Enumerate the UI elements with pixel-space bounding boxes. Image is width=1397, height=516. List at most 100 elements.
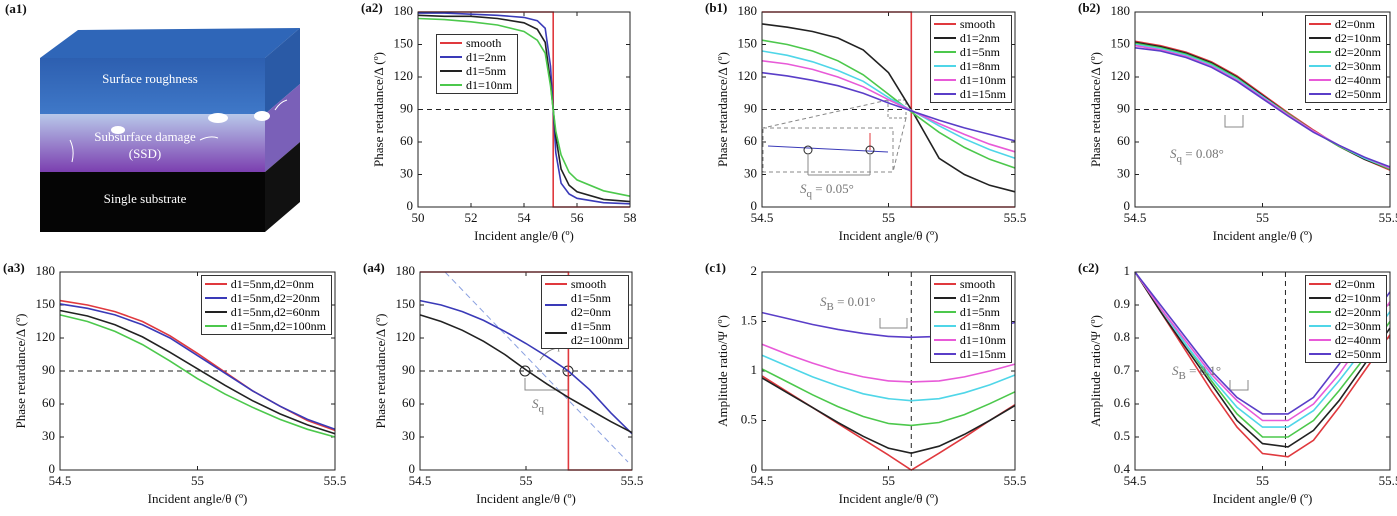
legend-entry: d2=20nm xyxy=(1308,45,1381,59)
legend-swatch xyxy=(933,283,956,285)
y-tick-label: 120 xyxy=(396,329,416,344)
legend-swatch xyxy=(933,93,956,95)
x-tick-label: 55 xyxy=(1256,473,1269,488)
panel-label: (a4) xyxy=(363,260,385,275)
y-tick-label: 60 xyxy=(400,133,413,148)
y-tick-label: 90 xyxy=(400,100,413,115)
y-tick-label: 180 xyxy=(36,263,56,278)
legend-entry: d2=40nm xyxy=(1308,333,1381,347)
legend-entry: smooth xyxy=(440,36,512,50)
legend-label: d2=0nm xyxy=(1334,17,1375,31)
y-tick-label: 90 xyxy=(402,362,415,377)
legend-entry: d1=5nm,d2=100nm xyxy=(204,319,326,333)
plot-lines xyxy=(1134,40,1391,171)
inset-curve xyxy=(767,145,889,153)
legend-label: d1=8nm xyxy=(959,319,1000,333)
series-line xyxy=(761,343,1016,383)
legend-swatch xyxy=(204,311,227,313)
y-tick-label: 30 xyxy=(42,428,55,443)
y-axis-label: Amplitude ratio/Ψ (º) xyxy=(715,315,730,427)
legend-swatch xyxy=(544,304,567,306)
legend-entry: d1=8nm xyxy=(933,59,1006,73)
legend-swatch xyxy=(544,283,567,285)
y-tick-label: 2 xyxy=(751,263,758,278)
x-axis-label: Incident angle/θ (º) xyxy=(474,228,574,243)
y-tick-label: 60 xyxy=(1117,133,1130,148)
y-tick-label: 180 xyxy=(394,3,414,18)
defect xyxy=(254,111,270,121)
annotation: Sq xyxy=(532,396,545,415)
legend-swatch xyxy=(1308,283,1331,285)
legend-label: d1=8nm xyxy=(959,59,1000,73)
legend-label: smooth xyxy=(466,36,502,50)
legend-label: d2=30nm xyxy=(1334,319,1381,333)
annotation-symbol: S xyxy=(1172,363,1179,378)
legend-entry: d1=15nm xyxy=(933,87,1006,101)
legend-label: d2=50nm xyxy=(1334,347,1381,361)
annotation: SB = 0.01° xyxy=(820,294,876,313)
legend-entry: d1=5nm xyxy=(933,305,1006,319)
series-line xyxy=(761,60,1016,153)
plot-lines xyxy=(761,11,1016,208)
series-line xyxy=(761,377,1016,455)
legend-label: d1=2nm xyxy=(959,31,1000,45)
legend-label: d1=5nm,d2=60nm xyxy=(230,305,320,319)
top-face xyxy=(40,28,300,58)
y-tick-label: 120 xyxy=(1111,68,1131,83)
series-line xyxy=(761,368,1016,427)
annotation-text: = 0.05° xyxy=(812,181,854,196)
panel-label: (a2) xyxy=(361,0,383,15)
panel-label: (a1) xyxy=(5,1,27,16)
y-tick-label: 0.8 xyxy=(1114,329,1130,344)
series-line xyxy=(59,314,336,438)
legend-entry: smooth xyxy=(544,277,623,291)
annotation-symbol: S xyxy=(820,294,827,309)
block-illustration: (a1) Surface roughness Subsurface damage… xyxy=(5,1,300,232)
legend-label: smooth xyxy=(570,277,607,291)
legend-swatch xyxy=(933,51,956,53)
panel-label: (c2) xyxy=(1078,260,1099,275)
y-tick-label: 150 xyxy=(738,35,758,50)
legend-label: d1=2nm xyxy=(466,50,507,64)
legend: d2=0nm d2=10nm d2=20nm d2=30nm d2=40nm d2=50n… xyxy=(1304,15,1387,103)
y-tick-label: 60 xyxy=(402,395,415,410)
legend: d2=0nm d2=10nm d2=20nm d2=30nm d2=40nm d2=50n… xyxy=(1304,275,1387,363)
legend-label: d1=5nm,d2=0nm xyxy=(230,277,314,291)
legend-entry: d2=0nm xyxy=(1308,277,1381,291)
legend-label: d2=40nm xyxy=(1334,73,1381,87)
annotation: Sq = 0.05° xyxy=(800,181,854,200)
annotation-symbol: S xyxy=(532,396,539,411)
legend-swatch xyxy=(933,79,956,81)
legend-label: d1=5nm,d2=20nm xyxy=(230,291,320,305)
legend-entry: d1=5nm,d2=0nm xyxy=(204,277,326,291)
legend-swatch xyxy=(933,353,956,355)
x-axis-label: Incident angle/θ (º) xyxy=(1213,228,1313,243)
x-tick-label: 55.5 xyxy=(621,473,644,488)
legend-swatch xyxy=(440,84,462,86)
legend-entry: d1=2nm xyxy=(933,31,1006,45)
x-tick-label: 54.5 xyxy=(751,210,774,225)
legend: smooth d1=5nm d2=0nm d1=5nm d2=100nm xyxy=(540,275,629,349)
legend-swatch xyxy=(1308,79,1331,81)
plot-frame xyxy=(761,271,1016,471)
x-tick-label: 55.5 xyxy=(1004,210,1027,225)
legend-label: d2=30nm xyxy=(1334,59,1381,73)
y-tick-label: 90 xyxy=(42,362,55,377)
legend-label: d1=15nm xyxy=(959,87,1006,101)
side-roughness xyxy=(265,28,300,114)
legend-swatch xyxy=(1308,353,1331,355)
side-ssd xyxy=(265,84,300,172)
y-tick-label: 120 xyxy=(738,68,758,83)
legend-swatch xyxy=(1308,297,1331,299)
marker xyxy=(865,145,875,155)
tangent-line xyxy=(444,271,629,463)
roughness-layer xyxy=(40,58,265,114)
legend-entry: d1=15nm xyxy=(933,347,1006,361)
annotation-subscript: q xyxy=(807,188,813,200)
panel-label: (b2) xyxy=(1078,0,1100,15)
legend-entry: d1=10nm xyxy=(933,73,1006,87)
y-tick-label: 180 xyxy=(1111,3,1131,18)
legend-swatch xyxy=(933,297,956,299)
zoom-link xyxy=(892,117,907,173)
